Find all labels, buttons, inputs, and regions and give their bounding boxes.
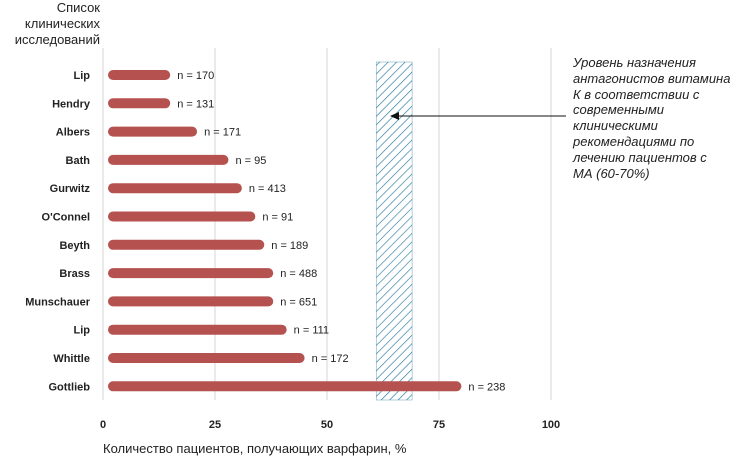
bar xyxy=(108,211,256,222)
bar-data-label: n = 238 xyxy=(468,381,505,393)
bar xyxy=(108,353,305,363)
y-axis-title-line: исследований xyxy=(14,32,100,47)
bar-data-label: n = 170 xyxy=(177,70,214,82)
annotation-line: МА (60-70%) xyxy=(573,165,650,181)
x-tick-label: 50 xyxy=(321,419,333,431)
bar-data-label: n = 651 xyxy=(280,296,317,308)
bar-data-label: n = 131 xyxy=(177,98,214,110)
y-axis-title: Список клинических исследований xyxy=(0,0,100,48)
bar-data-label: n = 189 xyxy=(271,240,308,252)
bar xyxy=(108,239,265,250)
x-tick-label: 25 xyxy=(209,419,221,431)
category-label: Beyth xyxy=(59,240,90,252)
bar-data-label: n = 111 xyxy=(294,325,329,337)
bar xyxy=(108,268,274,279)
bar-data-label: n = 95 xyxy=(235,155,266,167)
bar-data-label: n = 171 xyxy=(204,127,241,139)
bar xyxy=(108,381,462,392)
annotation-arrow-head xyxy=(390,112,399,120)
bar xyxy=(108,70,171,80)
annotation-line: К в соответствии с xyxy=(573,86,700,102)
bar-data-label: n = 172 xyxy=(312,353,349,365)
x-tick-label: 0 xyxy=(100,419,106,431)
annotation-line: рекомендациями по xyxy=(573,133,695,149)
y-axis-title-line: Список xyxy=(56,0,100,15)
annotation-text: Уровень назначения антагонистов витамина… xyxy=(573,55,730,181)
annotation-line: современными xyxy=(573,102,664,118)
annotation-line: лечению пациентов с xyxy=(573,149,707,165)
recommended-range-band-outline xyxy=(375,61,413,401)
category-label: Lip xyxy=(74,325,91,337)
x-tick-label: 75 xyxy=(433,419,445,431)
category-label: Gottlieb xyxy=(48,381,90,393)
category-label: O'Connel xyxy=(42,212,90,224)
bar-data-label: n = 488 xyxy=(280,268,317,280)
category-label: Albers xyxy=(56,127,90,139)
category-label: Brass xyxy=(59,268,90,280)
annotation-line: клиническими xyxy=(573,118,658,134)
annotation-line: антагонистов витамина xyxy=(573,70,730,86)
bar xyxy=(108,126,198,137)
bar xyxy=(108,324,287,335)
bar xyxy=(108,154,229,165)
bar-data-label: n = 91 xyxy=(262,212,293,224)
bar-data-label: n = 413 xyxy=(249,183,286,195)
y-axis-title-line: клинических xyxy=(24,16,100,31)
x-axis-title: Количество пациентов, получающих варфари… xyxy=(103,441,407,456)
category-label: Gurwitz xyxy=(50,183,91,195)
bar xyxy=(108,98,171,109)
category-label: Munschauer xyxy=(25,296,91,308)
bar xyxy=(108,296,274,307)
annotation-line: Уровень назначения xyxy=(573,55,696,70)
category-label: Hendry xyxy=(52,98,91,110)
category-label: Lip xyxy=(74,70,91,82)
category-label: Whittle xyxy=(53,353,90,365)
bar xyxy=(108,183,242,194)
category-label: Bath xyxy=(66,155,91,167)
x-tick-label: 100 xyxy=(542,419,560,431)
recommended-range-band xyxy=(376,62,413,400)
